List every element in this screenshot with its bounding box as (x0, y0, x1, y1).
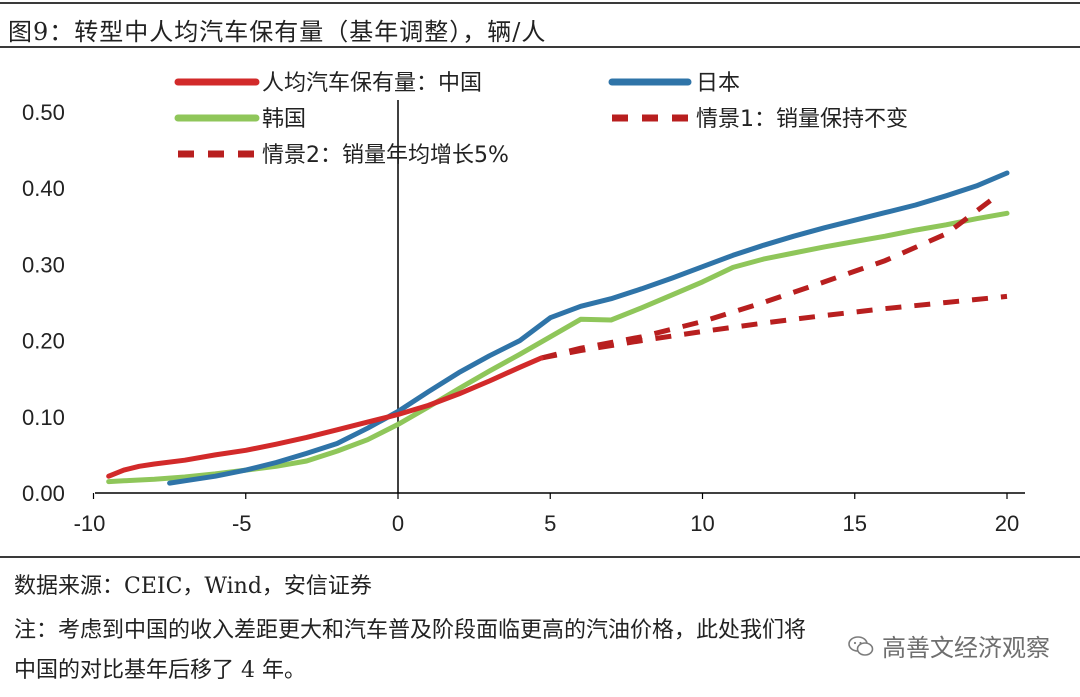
x-tick-label: 0 (392, 511, 404, 536)
series-line-2 (106, 210, 1010, 485)
x-tick-labels: -10 -5 0 5 10 15 20 (74, 493, 1019, 536)
series-line-0 (106, 355, 544, 479)
y-tick-labels: 0.00 0.10 0.20 0.30 0.40 0.50 (22, 100, 65, 506)
y-tick-label: 0.10 (22, 405, 65, 430)
series-line-1 (167, 170, 1010, 486)
x-tick-label: 10 (690, 511, 714, 536)
legend-item-china: 人均汽车保有量：中国 (174, 71, 482, 96)
y-tick-label: 0.20 (22, 329, 65, 354)
chart-axes (95, 100, 1025, 494)
legend-label-china: 人均汽车保有量：中国 (262, 71, 482, 96)
legend-item-korea: 韩国 (174, 107, 306, 132)
x-tick-label: -5 (232, 511, 252, 536)
legend-label-korea: 韩国 (262, 107, 306, 132)
legend-label-scenario2: 情景2：销量年均增长5% (262, 143, 509, 168)
y-tick-label: 0.00 (22, 481, 65, 506)
legend-label-scenario1: 情景1：销量保持不变 (696, 107, 908, 132)
footnote-line-2: 中国的对比基年后移了 4 年。 (14, 658, 306, 683)
bottom-rule (0, 556, 1080, 558)
x-tick-label: 20 (995, 511, 1019, 536)
legend-item-japan: 日本 (608, 71, 740, 96)
y-tick-label: 0.50 (22, 100, 65, 125)
series-lines (106, 170, 1010, 486)
line-chart: 0.00 0.10 0.20 0.30 0.40 0.50 -10 -5 0 5 10 15 20 人… (22, 71, 1025, 536)
series-line-3 (540, 293, 1008, 361)
x-tick-label: -10 (74, 511, 106, 536)
x-tick-label: 5 (544, 511, 556, 536)
top-rule (0, 2, 1080, 4)
series-line-4 (540, 197, 994, 361)
watermark: 高善文经济观察 (848, 628, 1050, 663)
source-note: 数据来源：CEIC，Wind，安信证券 (14, 574, 372, 599)
chart-title: 图9：转型中人均汽车保有量（基年调整），辆/人 (8, 18, 547, 46)
watermark-text: 高善文经济观察 (882, 634, 1050, 662)
legend-item-scenario2: 情景2：销量年均增长5% (178, 143, 509, 168)
legend-label-japan: 日本 (696, 71, 740, 96)
legend-item-scenario1: 情景1：销量保持不变 (612, 107, 908, 132)
y-tick-label: 0.30 (22, 252, 65, 277)
title-rule (0, 46, 1080, 48)
wechat-icon (848, 635, 874, 656)
x-tick-label: 15 (843, 511, 867, 536)
legend: 人均汽车保有量：中国 日本 韩国 情景1：销量保持不变 情景2：销量年均增长5% (174, 71, 908, 168)
footnote-line-1: 注：考虑到中国的收入差距更大和汽车普及阶段面临更高的汽油价格，此处我们将 (14, 618, 807, 643)
y-tick-label: 0.40 (22, 176, 65, 201)
